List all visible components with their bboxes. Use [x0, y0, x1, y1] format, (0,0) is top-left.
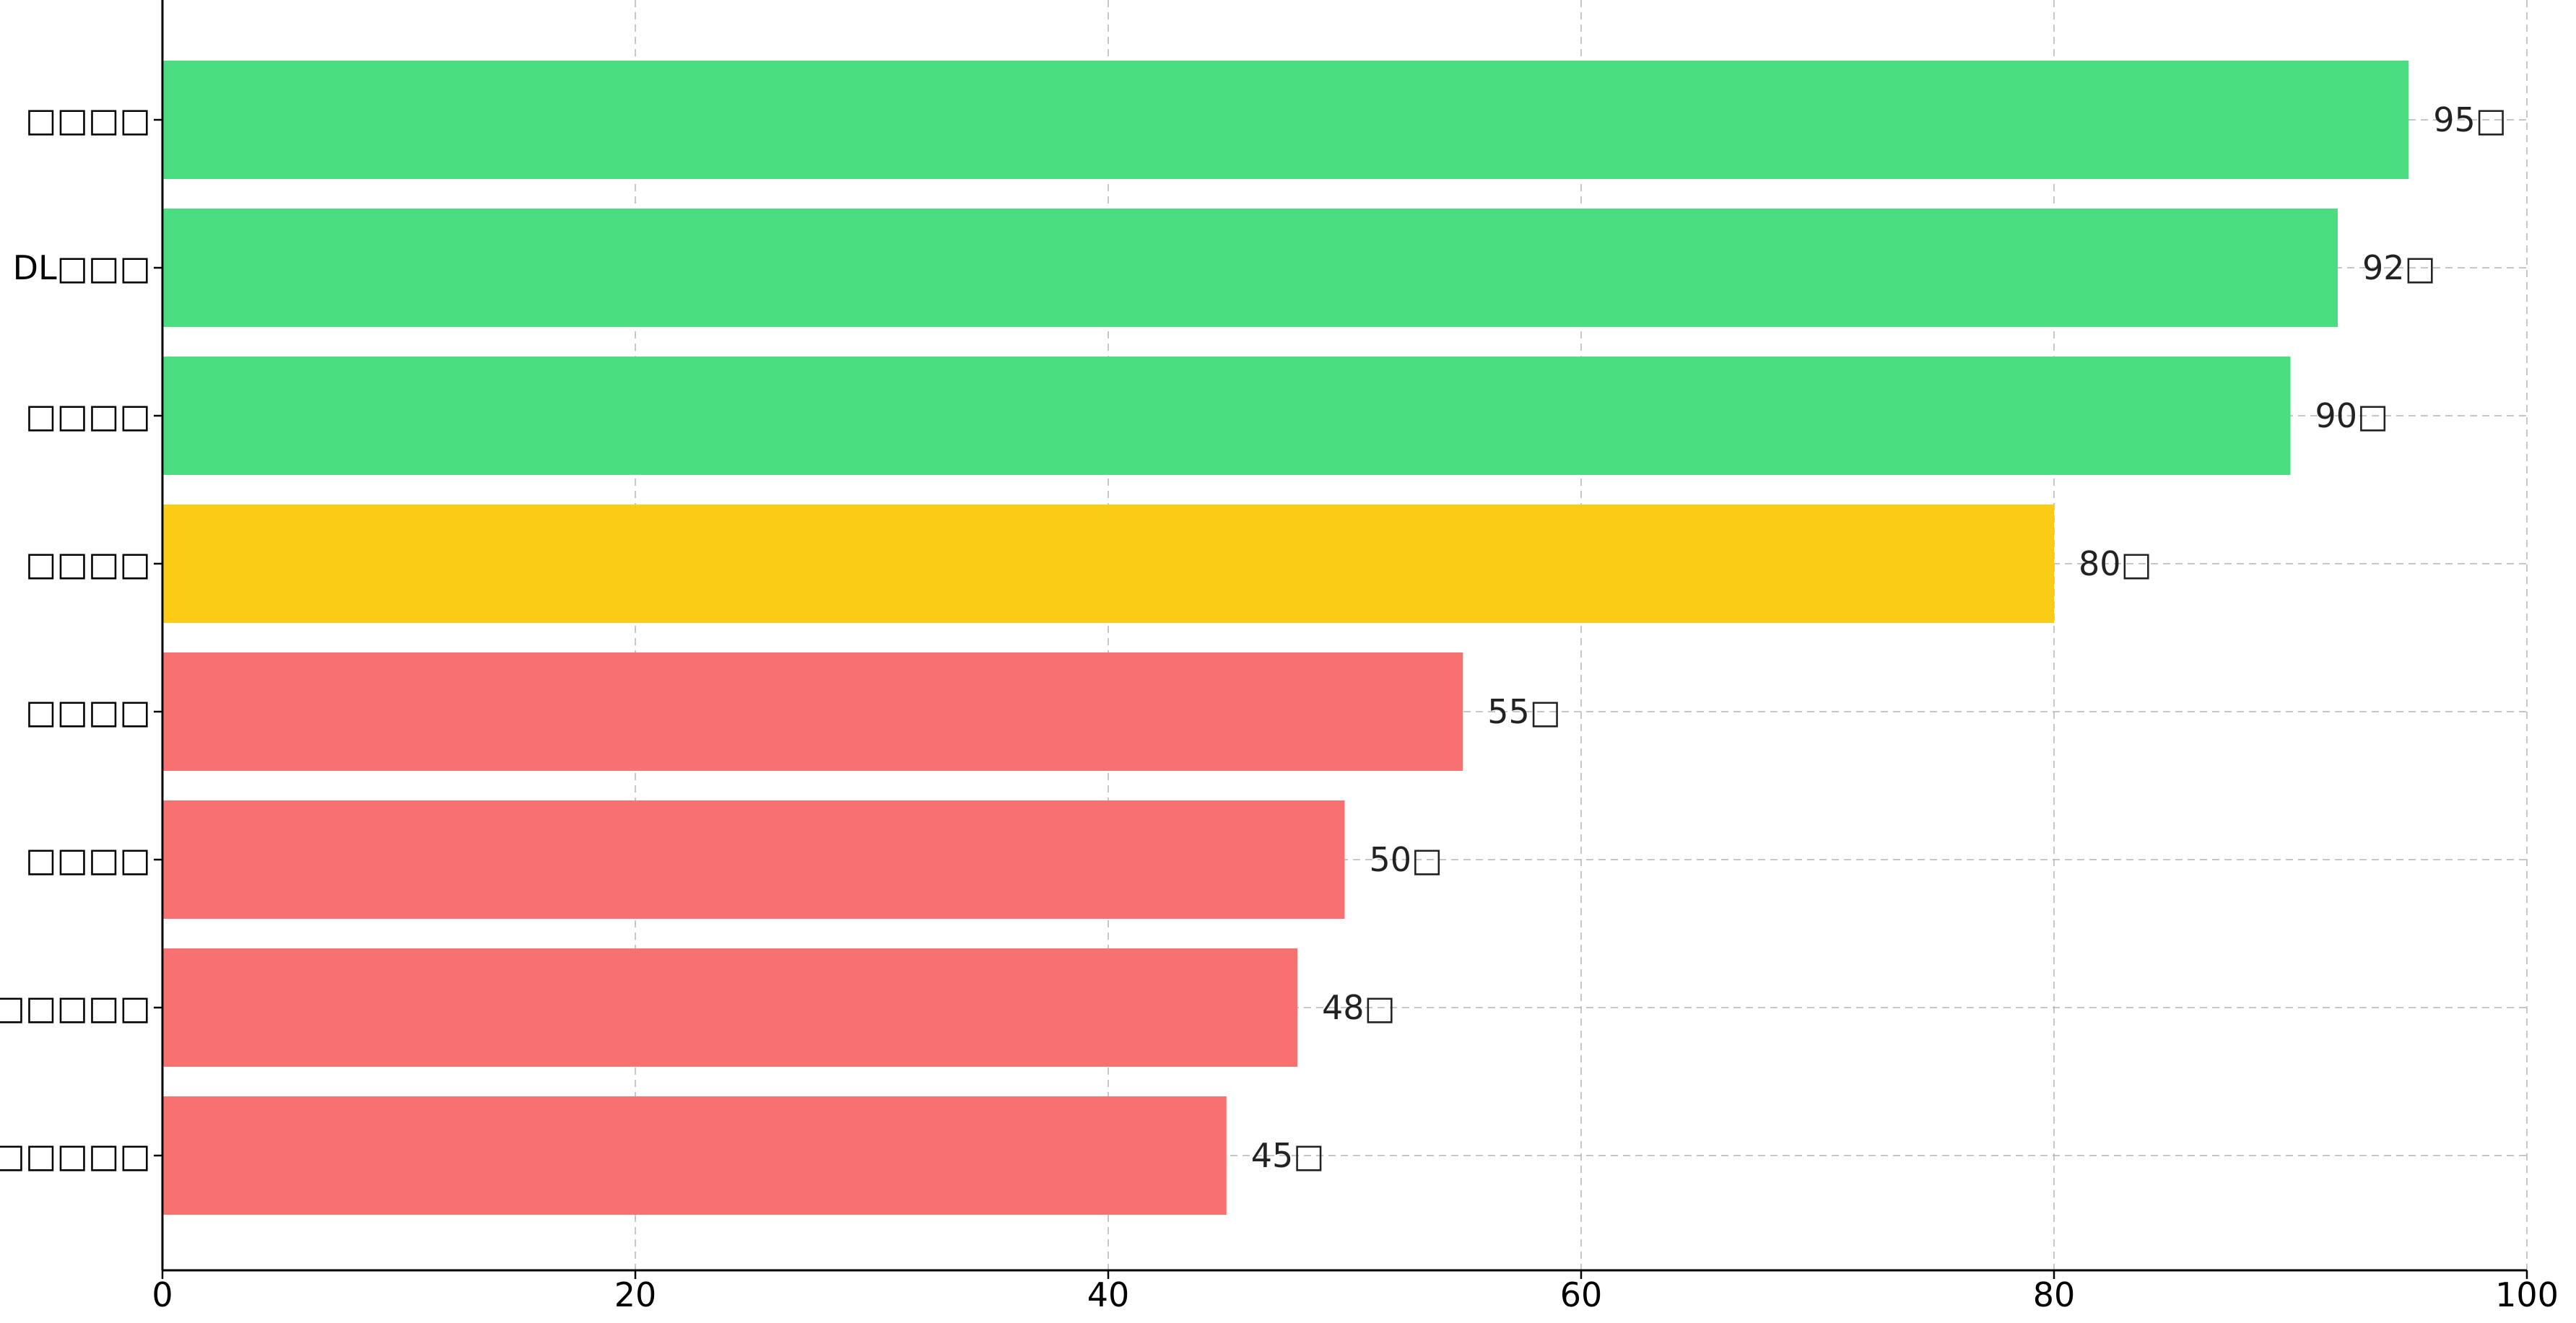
category-label-4: □□□□: [25, 692, 151, 731]
category-label-3: □□□□: [25, 544, 151, 583]
data-label-3: 80□: [2079, 544, 2152, 583]
data-label-5: 50□: [1370, 840, 1443, 879]
bar-5: [162, 800, 1345, 919]
data-label-4: 55□: [1487, 692, 1561, 731]
category-label-7: □□□□□□: [0, 1136, 151, 1175]
category-label-2: □□□□: [25, 396, 151, 435]
category-label-0: □□□□: [25, 100, 151, 139]
bar-7: [162, 1096, 1227, 1215]
category-label-1: DL□□□: [13, 248, 151, 287]
bar-1: [162, 209, 2338, 327]
category-label-6: □□□□□□: [0, 988, 151, 1027]
axes: 0 20 40 60 80 100: [152, 0, 2559, 1314]
x-tick-label-2: 40: [1087, 1275, 1130, 1314]
grid-lines: [162, 0, 2528, 1270]
x-tick-label-5: 100: [2495, 1275, 2559, 1314]
category-label-5: □□□□: [25, 840, 151, 879]
bar-6: [162, 948, 1297, 1067]
data-label-7: 45□: [1251, 1136, 1325, 1175]
data-label-6: 48□: [1322, 988, 1396, 1027]
x-tick-label-3: 60: [1560, 1275, 1603, 1314]
x-tick-label-4: 80: [2033, 1275, 2076, 1314]
data-label-1: 92□: [2362, 248, 2436, 287]
bar-4: [162, 652, 1463, 771]
data-label-0: 95□: [2433, 100, 2507, 139]
x-tick-label-1: 20: [614, 1275, 657, 1314]
bar-2: [162, 357, 2291, 475]
data-label-2: 90□: [2315, 396, 2389, 435]
bars: [162, 61, 2409, 1215]
bar-0: [162, 61, 2409, 179]
bar-3: [162, 505, 2054, 623]
data-labels: 95□ □□□□ 92□ DL□□□ 90□ □□□□ 80□ □□□□ 55□ □□□□ 50□ □…: [0, 100, 2507, 1175]
x-tick-label-0: 0: [152, 1275, 173, 1314]
